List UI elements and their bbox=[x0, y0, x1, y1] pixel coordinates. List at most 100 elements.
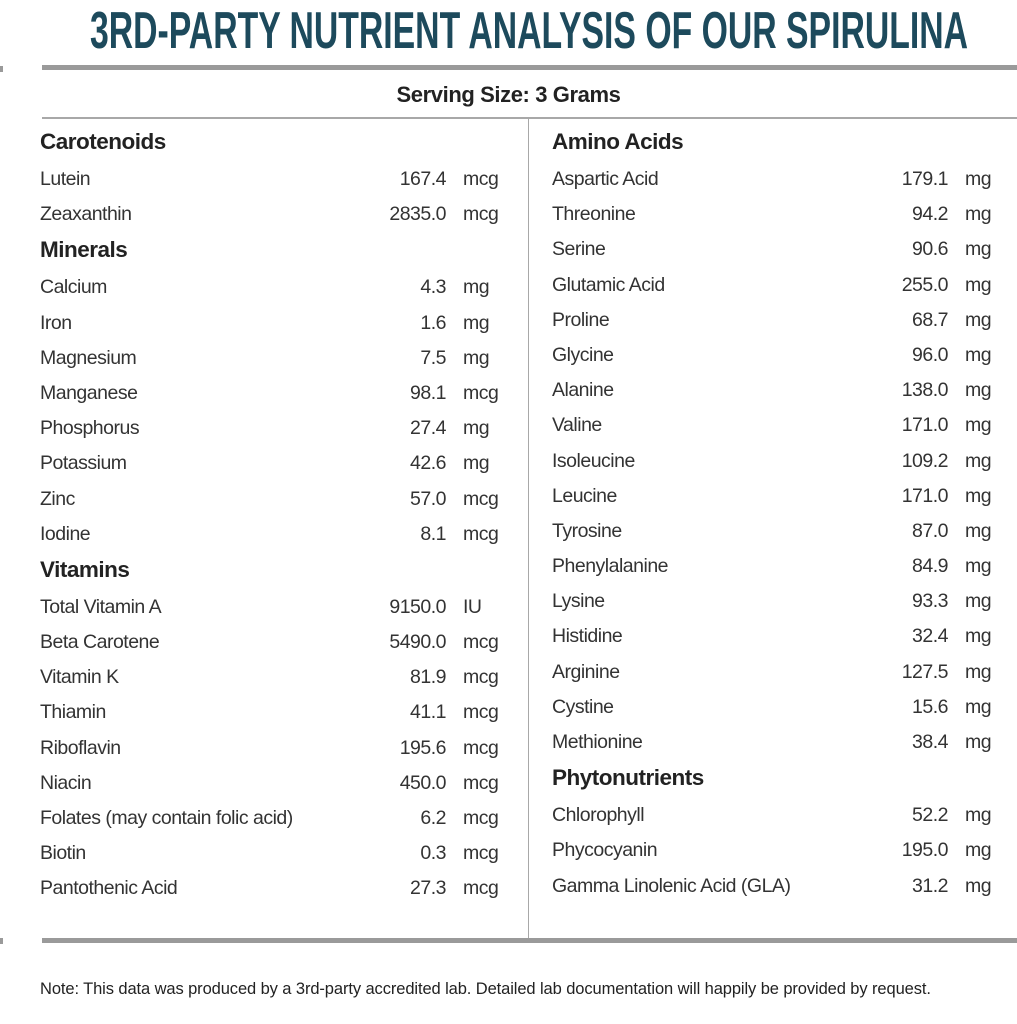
nutrient-row: Proline 68.7 mg bbox=[552, 303, 1002, 338]
nutrient-unit: mg bbox=[965, 238, 992, 261]
nutrient-unit: mg bbox=[965, 379, 992, 402]
section-heading: Amino Acids bbox=[552, 129, 684, 154]
nutrient-unit: mg bbox=[965, 343, 992, 366]
nutrient-name: Phycocyanin bbox=[552, 839, 658, 862]
nutrient-unit: mg bbox=[965, 695, 992, 718]
nutrient-row: Beta Carotene 5490.0 mcg bbox=[40, 625, 500, 660]
nutrient-value: 94.2 bbox=[912, 203, 948, 226]
right-column: Amino Acids Aspartic Acid 179.1 mg Threonine… bbox=[552, 124, 1002, 904]
nutrient-row: Zinc 57.0 mcg bbox=[40, 482, 500, 517]
nutrient-unit: mg bbox=[965, 804, 992, 827]
nutrient-value: 31.2 bbox=[912, 874, 948, 897]
nutrient-row: Vitamin K 81.9 mcg bbox=[40, 660, 500, 695]
nutrient-row: Arginine 127.5 mg bbox=[552, 655, 1002, 690]
nutrient-row: Cystine 15.6 mg bbox=[552, 690, 1002, 725]
nutrient-value: 138.0 bbox=[901, 379, 949, 402]
nutrient-unit: mcg bbox=[463, 631, 499, 654]
nutrient-name: Beta Carotene bbox=[40, 631, 160, 654]
nutrient-value: 5490.0 bbox=[389, 631, 446, 654]
nutrient-value: 87.0 bbox=[912, 519, 948, 542]
nutrient-value: 93.3 bbox=[912, 590, 948, 613]
bottom-divider bbox=[42, 938, 1017, 943]
nutrient-name: Zeaxanthin bbox=[40, 203, 132, 226]
nutrient-name: Zinc bbox=[40, 487, 75, 510]
column-divider bbox=[528, 118, 529, 940]
section-heading: Carotenoids bbox=[40, 129, 166, 154]
footnote: Note: This data was produced by a 3rd-pa… bbox=[40, 980, 931, 998]
nutrient-row: Isoleucine 109.2 mg bbox=[552, 444, 1002, 479]
edge-tick bbox=[0, 938, 3, 944]
nutrient-value: 195.6 bbox=[399, 736, 447, 759]
nutrient-name: Total Vitamin A bbox=[40, 595, 162, 618]
nutrient-row: Biotin 0.3 mcg bbox=[40, 836, 500, 871]
nutrient-value: 96.0 bbox=[912, 343, 948, 366]
nutrient-value: 41.1 bbox=[410, 701, 446, 724]
nutrient-row: Lutein 167.4 mcg bbox=[40, 162, 500, 197]
nutrient-row: Glycine 96.0 mg bbox=[552, 338, 1002, 373]
nutrient-unit: mcg bbox=[463, 522, 499, 545]
nutrient-unit: mg bbox=[965, 449, 992, 472]
nutrient-row: Aspartic Acid 179.1 mg bbox=[552, 162, 1002, 197]
nutrient-value: 450.0 bbox=[399, 771, 447, 794]
nutrient-unit: mcg bbox=[463, 666, 499, 689]
nutrient-value: 9150.0 bbox=[389, 595, 446, 618]
nutrient-name: Glutamic Acid bbox=[552, 273, 665, 296]
nutrient-name: Riboflavin bbox=[40, 736, 121, 759]
top-divider bbox=[42, 65, 1017, 70]
edge-tick bbox=[0, 66, 3, 72]
nutrient-value: 8.1 bbox=[420, 522, 446, 545]
nutrient-row: Niacin 450.0 mcg bbox=[40, 766, 500, 801]
section-heading: Phytonutrients bbox=[552, 765, 704, 791]
nutrient-row: Phycocyanin 195.0 mg bbox=[552, 833, 1002, 868]
page-title: 3RD-PARTY NUTRIENT ANALYSIS OF OUR SPIRU… bbox=[90, 2, 968, 60]
title-graphic: 3RD-PARTY NUTRIENT ANALYSIS OF OUR SPIRU… bbox=[90, 2, 968, 60]
nutrient-value: 7.5 bbox=[420, 346, 446, 369]
nutrient-row: Total Vitamin A 9150.0 IU bbox=[40, 590, 500, 625]
nutrient-row: Calcium 4.3 mg bbox=[40, 270, 500, 305]
nutrient-row: Folates (may contain folic acid) 6.2 mcg bbox=[40, 801, 500, 836]
nutrient-unit: IU bbox=[463, 595, 482, 618]
nutrient-unit: mg bbox=[965, 308, 992, 331]
nutrient-row: Magnesium 7.5 mg bbox=[40, 341, 500, 376]
nutrient-unit: mg bbox=[965, 839, 992, 862]
nutrient-unit: mg bbox=[463, 276, 490, 299]
nutrient-value: 167.4 bbox=[399, 168, 447, 190]
nutrient-value: 42.6 bbox=[410, 452, 446, 475]
nutrient-unit: mg bbox=[463, 417, 490, 440]
nutrient-row: Manganese 98.1 mcg bbox=[40, 376, 500, 411]
nutrient-row: Valine 171.0 mg bbox=[552, 408, 1002, 443]
nutrient-name: Phosphorus bbox=[40, 417, 140, 440]
nutrient-unit: mcg bbox=[463, 487, 499, 510]
nutrient-name: Tyrosine bbox=[552, 519, 622, 542]
nutrient-value: 255.0 bbox=[901, 273, 949, 296]
title-container: 3RD-PARTY NUTRIENT ANALYSIS OF OUR SPIRU… bbox=[0, 0, 1017, 60]
nutrient-name: Leucine bbox=[552, 484, 617, 507]
nutrient-unit: mg bbox=[965, 203, 992, 226]
nutrient-unit: mg bbox=[965, 590, 992, 613]
nutrient-row: Thiamin 41.1 mcg bbox=[40, 695, 500, 730]
nutrient-unit: mcg bbox=[463, 701, 499, 724]
nutrient-name: Gamma Linolenic Acid (GLA) bbox=[552, 874, 791, 897]
nutrient-value: 6.2 bbox=[420, 807, 446, 829]
nutrient-value: 171.0 bbox=[901, 484, 949, 507]
nutrient-name: Histidine bbox=[552, 625, 623, 648]
left-column: Carotenoids Lutein 167.4 mcg Zeaxanthin 2835.… bbox=[40, 124, 500, 907]
nutrient-name: Serine bbox=[552, 238, 606, 261]
nutrient-unit: mg bbox=[965, 874, 992, 897]
nutrient-row: Phenylalanine 84.9 mg bbox=[552, 549, 1002, 584]
nutrient-value: 1.6 bbox=[420, 311, 446, 334]
nutrient-row: Tyrosine 87.0 mg bbox=[552, 514, 1002, 549]
nutrient-unit: mcg bbox=[463, 771, 499, 794]
nutrient-value: 0.3 bbox=[420, 842, 446, 865]
nutrient-row: Glutamic Acid 255.0 mg bbox=[552, 268, 1002, 303]
nutrient-unit: mcg bbox=[463, 736, 499, 759]
nutrient-name: Alanine bbox=[552, 379, 614, 402]
nutrient-name: Vitamin K bbox=[40, 666, 119, 689]
nutrient-row: Riboflavin 195.6 mcg bbox=[40, 731, 500, 766]
nutrient-value: 52.2 bbox=[912, 804, 948, 827]
nutrient-row: Methionine 38.4 mg bbox=[552, 725, 1002, 760]
nutrient-value: 27.3 bbox=[410, 877, 446, 900]
nutrient-unit: mcg bbox=[463, 168, 499, 190]
nutrient-value: 179.1 bbox=[901, 168, 949, 190]
nutrient-value: 109.2 bbox=[901, 449, 949, 472]
